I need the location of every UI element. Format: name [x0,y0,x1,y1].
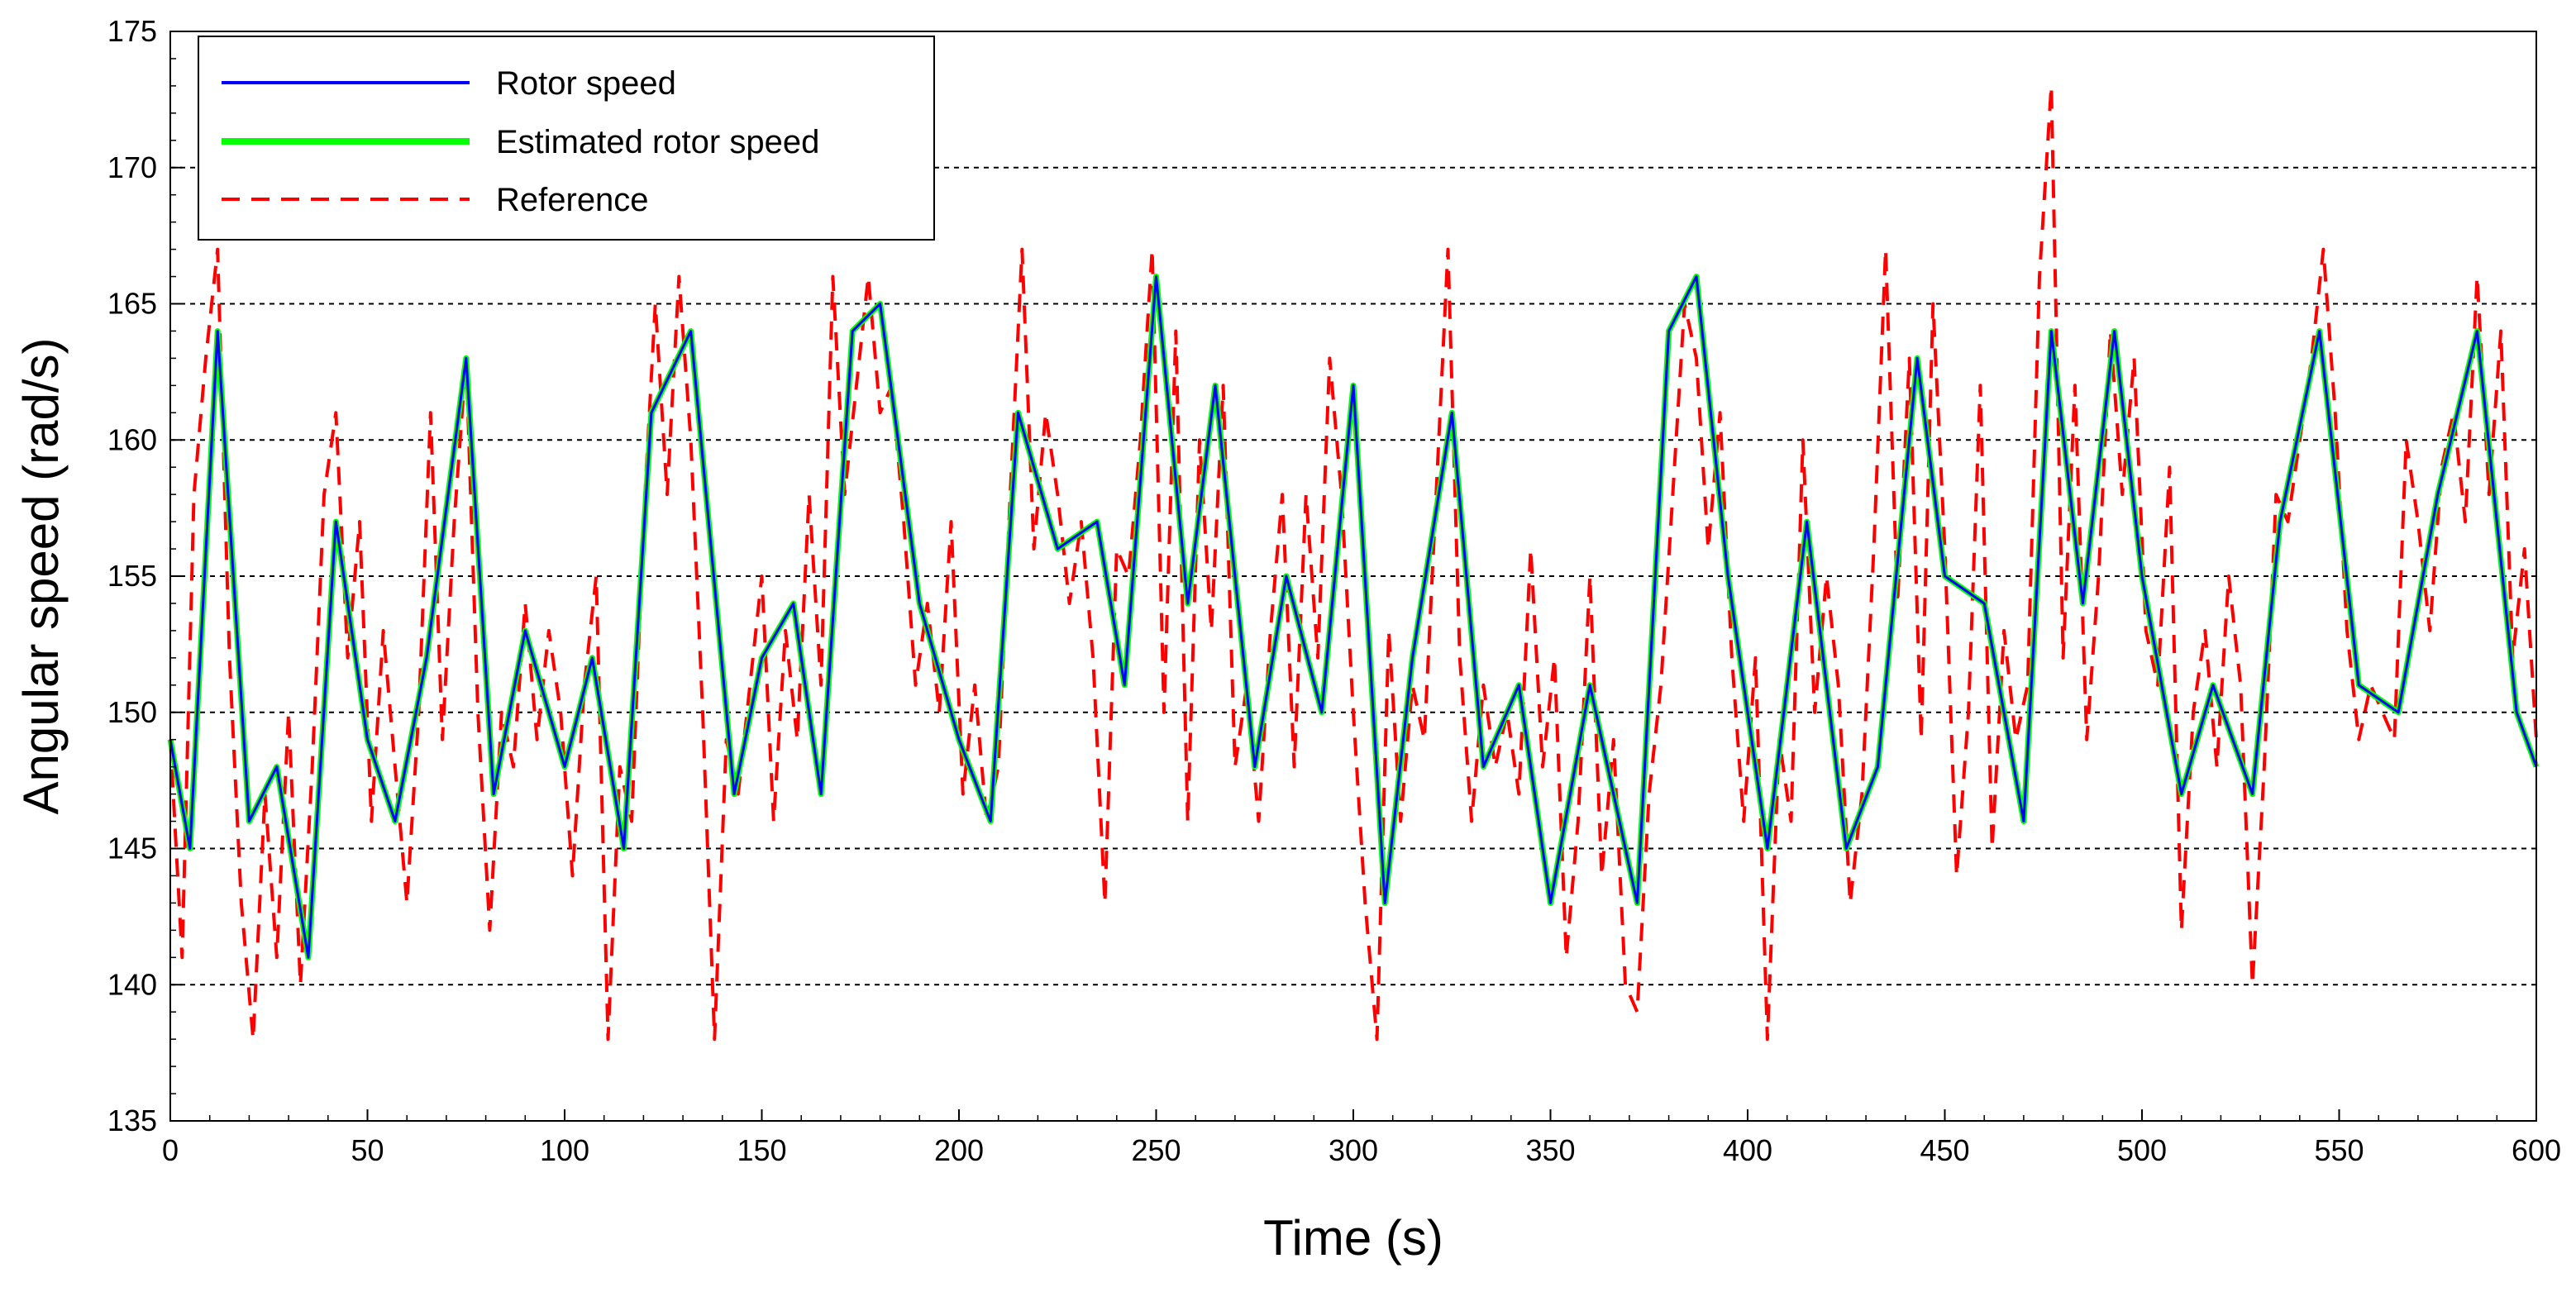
x-tick-label-450: 450 [1920,1133,1969,1167]
tick-layer: 135 140 145 150 155 160 165 170 175 0 50 100 150 200 2… [107,14,2561,1167]
series-reference-line [169,83,2538,1042]
y-tick-label-165: 165 [107,287,157,321]
x-tick-label-550: 550 [2314,1133,2364,1167]
x-tick-label-500: 500 [2117,1133,2167,1167]
y-tick-label-145: 145 [107,832,157,865]
y-tick-label-150: 150 [107,695,157,729]
y-axis-title: Angular speed (rad/s) [13,338,69,815]
grid-layer [170,166,2536,986]
x-tick-label-50: 50 [351,1133,384,1167]
x-tick-label-100: 100 [540,1133,589,1167]
legend: Rotor speed Estimated rotor speed Refere… [198,36,935,241]
y-tick-label-135: 135 [107,1104,157,1137]
y-tick-label-155: 155 [107,559,157,593]
x-tick-label-400: 400 [1723,1133,1772,1167]
x-tick-label-0: 0 [162,1133,179,1167]
series-rotor-speed-line [169,275,2538,959]
y-tick-label-170: 170 [107,150,157,184]
legend-label-rotor-speed: Rotor speed [496,65,676,102]
y-tick-label-175: 175 [107,14,157,48]
x-tick-label-300: 300 [1329,1133,1378,1167]
y-tick-label-160: 160 [107,422,157,456]
series-layer [167,83,2540,1042]
y-tick-label-140: 140 [107,967,157,1001]
x-tick-label-200: 200 [934,1133,984,1167]
legend-label-reference: Reference [496,182,649,218]
x-tick-label-150: 150 [737,1133,786,1167]
x-axis-title: Time (s) [1263,1210,1443,1266]
x-tick-label-600: 600 [2512,1133,2561,1167]
x-tick-label-350: 350 [1525,1133,1575,1167]
legend-label-estimated-rotor-speed: Estimated rotor speed [496,124,819,160]
x-tick-label-250: 250 [1131,1133,1181,1167]
